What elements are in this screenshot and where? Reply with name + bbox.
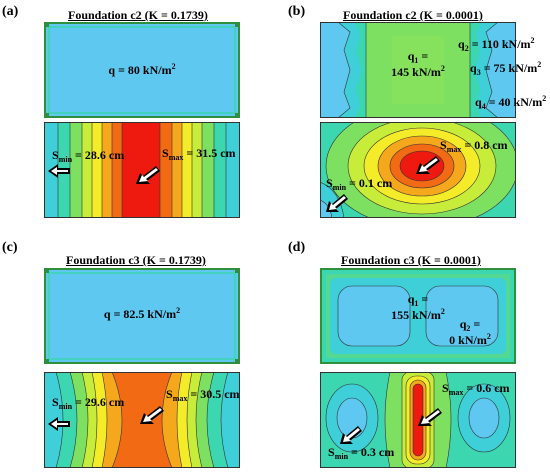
arrow-max-b bbox=[416, 156, 440, 174]
q2-label-d: q2 = bbox=[460, 317, 481, 333]
panel-title-d: Foundation c3 (K = 0.0001) bbox=[341, 253, 481, 267]
foundation-c2-load-plan: q = 80 kN/m2 bbox=[44, 22, 240, 118]
s-max-label-c: Smax = 30.5 cm bbox=[166, 387, 240, 403]
panel-label-b: (b) bbox=[288, 4, 306, 19]
load-label-c: q = 82.5 kN/m2 bbox=[104, 306, 180, 321]
foundation-c3-load-plan: q = 82.5 kN/m2 bbox=[44, 268, 240, 364]
s-max-label-d: Smax = 0.6 cm bbox=[442, 381, 510, 397]
s-max-label-a: Smax = 31.5 cm bbox=[162, 146, 236, 162]
arrow-max-d bbox=[418, 408, 442, 426]
panel-label-c: (c) bbox=[2, 240, 18, 255]
s-max-label-b: Smax = 0.8 cm bbox=[440, 138, 508, 154]
arrow-min-a bbox=[48, 164, 70, 178]
s-min-label-a: Smin = 28.6 cm bbox=[52, 148, 124, 164]
q2-value-d: 0 kN/m2 bbox=[449, 332, 491, 347]
load-label-a: q = 80 kN/m2 bbox=[108, 62, 175, 77]
settlement-contour-c: Smin = 29.6 cm Smax = 30.5 cm bbox=[44, 372, 240, 468]
s-min-label-b: Smin = 0.1 cm bbox=[326, 176, 392, 192]
arrow-min-b bbox=[326, 194, 348, 212]
q1-value-b: 145 kN/m2 bbox=[391, 64, 445, 79]
panel-label-d: (d) bbox=[288, 240, 306, 255]
arrow-max-a bbox=[136, 166, 160, 184]
foundation-c2-pressure-plan: q1 = 145 kN/m2 bbox=[320, 22, 516, 118]
foundation-c3-pressure-plan: q1 = 155 kN/m2 q2 = 0 kN/m2 bbox=[320, 268, 516, 364]
panel-title-a: Foundation c2 (K = 0.1739) bbox=[68, 8, 208, 22]
arrow-min-d bbox=[340, 426, 362, 444]
panel-title-c: Foundation c3 (K = 0.1739) bbox=[66, 253, 206, 267]
settlement-contour-a: Smin = 28.6 cm Smax = 31.5 cm bbox=[44, 122, 240, 218]
q1-value-d: 155 kN/m2 bbox=[391, 307, 445, 322]
q1-label-d: q1 = bbox=[408, 292, 429, 308]
q2-label-b: q2 = 110 kN/m2 bbox=[458, 36, 535, 53]
q3-label-b: q3 = 75 kN/m2 bbox=[470, 60, 541, 77]
pressure-labels-b: q2 = 110 kN/m2 q3 = 75 kN/m2 q4 = 40 kN/… bbox=[458, 36, 546, 111]
s-min-label-c: Smin = 29.6 cm bbox=[52, 395, 124, 411]
settlement-contour-b: Smax = 0.8 cm Smin = 0.1 cm bbox=[320, 122, 516, 218]
panel-label-a: (a) bbox=[2, 4, 19, 19]
q4-label-b: q4 = 40 kN/m2 bbox=[475, 94, 546, 111]
settlement-contour-d: Smax = 0.6 cm Smin = 0.3 cm bbox=[320, 372, 516, 468]
panel-title-b: Foundation c2 (K = 0.0001) bbox=[343, 8, 483, 22]
arrow-max-c bbox=[140, 406, 164, 424]
arrow-min-c bbox=[48, 417, 70, 431]
s-min-label-d: Smin = 0.3 cm bbox=[328, 445, 394, 461]
q1-label-b: q1 = bbox=[408, 49, 429, 65]
